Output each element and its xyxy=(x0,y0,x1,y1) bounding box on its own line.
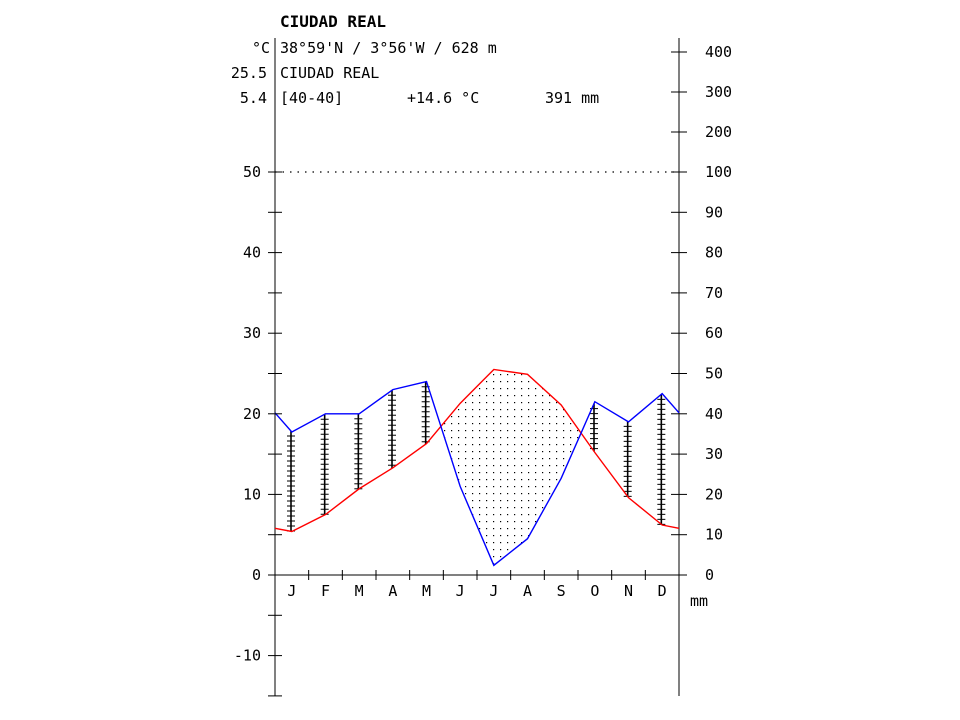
month-label: A xyxy=(523,582,532,600)
month-label: F xyxy=(321,582,330,600)
month-label: A xyxy=(388,582,397,600)
right-tick-label: 100 xyxy=(705,163,732,181)
month-label: S xyxy=(557,582,566,600)
month-label: J xyxy=(456,582,465,600)
left-tick-label: 30 xyxy=(243,324,261,342)
station-name: CIUDAD REAL xyxy=(280,64,379,82)
right-tick-label: 20 xyxy=(705,485,723,503)
month-label: J xyxy=(489,582,498,600)
arid-region xyxy=(441,369,581,566)
month-label: M xyxy=(355,582,364,600)
left-tick-label: 40 xyxy=(243,244,261,262)
precip-unit-label: mm xyxy=(690,592,708,610)
max-temp-label: 25.5 xyxy=(231,64,267,82)
month-label: O xyxy=(590,582,599,600)
month-label: D xyxy=(658,582,667,600)
precipitation-line xyxy=(274,380,680,567)
min-temp-label: 5.4 xyxy=(240,89,267,107)
right-tick-label: 50 xyxy=(705,365,723,383)
annual-precip-label: 391 mm xyxy=(545,89,599,107)
right-tick-label: 400 xyxy=(705,43,732,61)
month-label: N xyxy=(624,582,633,600)
temperature-line xyxy=(274,368,680,533)
left-tick-label: -10 xyxy=(234,647,261,665)
left-tick-label: 10 xyxy=(243,485,261,503)
right-tick-label: 10 xyxy=(705,526,723,544)
period-label: [40-40] xyxy=(280,89,343,107)
left-tick-label: 0 xyxy=(252,566,261,584)
right-tick-label: 90 xyxy=(705,203,723,221)
right-tick-label: 30 xyxy=(705,445,723,463)
right-tick-label: 0 xyxy=(705,566,714,584)
station-coords: 38°59'N / 3°56'W / 628 m xyxy=(280,39,497,57)
chart-title: CIUDAD REAL xyxy=(280,12,386,31)
right-tick-label: 40 xyxy=(705,405,723,423)
right-tick-label: 300 xyxy=(705,83,732,101)
temp-unit-label: °C xyxy=(252,39,270,57)
humid-hatch-area xyxy=(287,381,666,532)
left-tick-label: 50 xyxy=(243,163,261,181)
series-lines xyxy=(274,368,680,567)
month-label: J xyxy=(287,582,296,600)
right-tick-label: 200 xyxy=(705,123,732,141)
annual-temp-label: +14.6 °C xyxy=(407,89,479,107)
right-tick-label: 80 xyxy=(705,244,723,262)
right-tick-label: 60 xyxy=(705,324,723,342)
month-label: M xyxy=(422,582,431,600)
right-tick-label: 70 xyxy=(705,284,723,302)
arid-dotted-area xyxy=(441,369,581,566)
left-tick-label: 20 xyxy=(243,405,261,423)
